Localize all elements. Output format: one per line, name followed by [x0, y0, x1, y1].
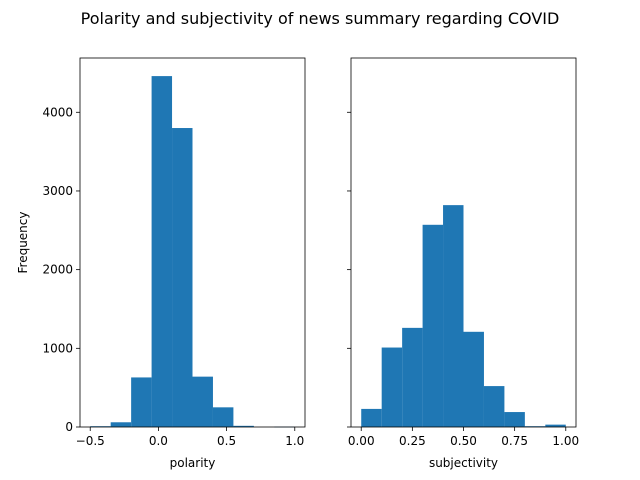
polarity-bar-7: [233, 425, 254, 427]
polarity-bar-3: [151, 76, 173, 427]
subjectivity-x-tick-label-3: 0.75: [501, 434, 528, 448]
polarity-x-axis-label: polarity: [170, 456, 216, 470]
subjectivity-x-axis-label: subjectivity: [429, 456, 498, 470]
polarity-axes-frame: [79, 57, 306, 428]
subjectivity-histogram: 0.00 0.25 0.50 0.75 1.00 subjectivity: [347, 57, 579, 470]
polarity-bar-5: [192, 376, 213, 427]
polarity-x-tick-label-2: 0.5: [217, 434, 236, 448]
polarity-bar-1: [110, 422, 132, 427]
subjectivity-x-tick-label-1: 0.25: [399, 434, 426, 448]
polarity-bar-4: [172, 128, 193, 428]
polarity-y-tick-label-0: 0: [65, 420, 73, 434]
subjectivity-x-tick-label-2: 0.50: [450, 434, 477, 448]
polarity-x-tick-label-1: 0.0: [149, 434, 168, 448]
polarity-y-tick-label-1: 1000: [42, 341, 73, 355]
subjectivity-bar-3: [422, 224, 444, 427]
subjectivity-bar-7: [504, 412, 525, 427]
polarity-x-tick-label-3: 1.0: [285, 434, 304, 448]
subjectivity-bar-4: [443, 205, 464, 427]
subjectivity-bar-6: [483, 386, 505, 427]
polarity-bar-2: [131, 377, 152, 427]
subjectivity-x-tick-label-4: 1.00: [552, 434, 579, 448]
polarity-y-axis-label: Frequency: [16, 212, 30, 274]
subjectivity-bar-5: [463, 331, 484, 427]
polarity-x-tick-label-0: −0.5: [76, 434, 105, 448]
subjectivity-bar-2: [402, 327, 423, 427]
polarity-y-tick-label-4: 4000: [42, 105, 73, 119]
subjectivity-bar-1: [381, 347, 403, 427]
subjectivity-x-tick-label-0: 0.00: [348, 434, 375, 448]
figure-title: Polarity and subjectivity of news summar…: [81, 9, 560, 28]
subjectivity-bar-0: [361, 408, 382, 427]
polarity-bar-6: [212, 407, 234, 427]
polarity-histogram: −0.5 0.0 0.5 1.0 0 1000 2000 3000 4000 polarity Fr…: [16, 57, 306, 470]
polarity-y-tick-label-2: 2000: [42, 263, 73, 277]
polarity-y-tick-label-3: 3000: [42, 184, 73, 198]
subjectivity-bar-9: [545, 424, 566, 427]
